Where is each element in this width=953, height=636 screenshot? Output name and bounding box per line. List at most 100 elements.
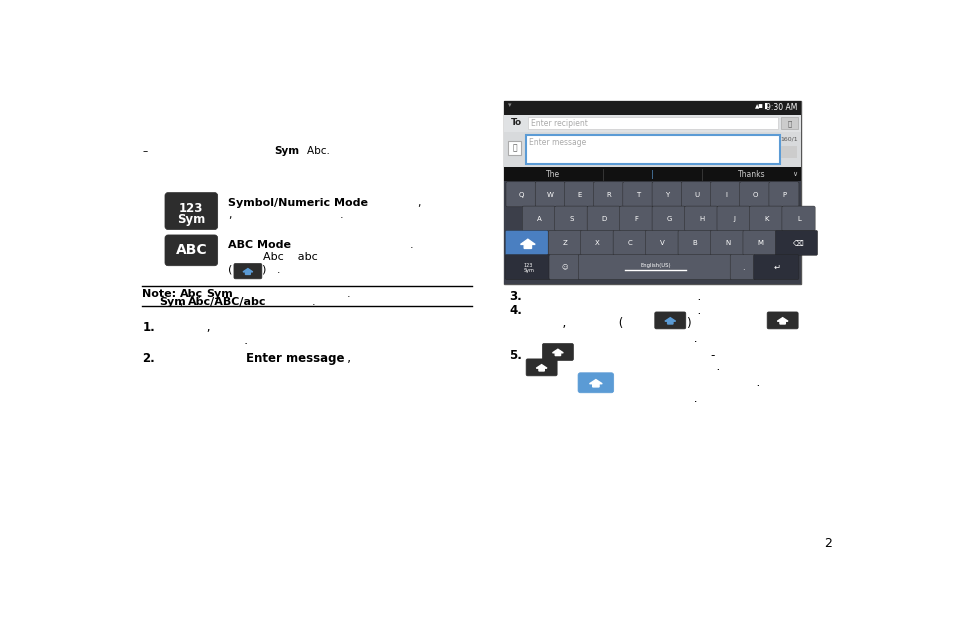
Bar bbox=[504, 101, 801, 115]
FancyBboxPatch shape bbox=[548, 254, 579, 280]
Text: A: A bbox=[537, 216, 541, 222]
Bar bbox=[781, 117, 798, 130]
Polygon shape bbox=[243, 268, 253, 274]
Text: To: To bbox=[510, 118, 521, 127]
Text: ABC Mode: ABC Mode bbox=[228, 240, 291, 249]
FancyBboxPatch shape bbox=[165, 235, 217, 266]
Text: 5.: 5. bbox=[509, 349, 521, 362]
Text: G: G bbox=[666, 216, 671, 222]
FancyBboxPatch shape bbox=[678, 230, 711, 255]
Text: Abc.: Abc. bbox=[294, 146, 330, 156]
Text: ,: , bbox=[179, 296, 183, 307]
Bar bbox=[504, 167, 801, 181]
Text: ,: , bbox=[158, 321, 211, 334]
FancyBboxPatch shape bbox=[781, 206, 814, 231]
Text: H: H bbox=[699, 216, 703, 222]
Text: K: K bbox=[763, 216, 768, 222]
Text: Thanks: Thanks bbox=[737, 170, 764, 179]
FancyBboxPatch shape bbox=[583, 375, 607, 390]
FancyBboxPatch shape bbox=[521, 206, 555, 231]
Text: 1.: 1. bbox=[142, 321, 155, 334]
FancyBboxPatch shape bbox=[775, 230, 817, 255]
FancyBboxPatch shape bbox=[680, 182, 711, 207]
FancyBboxPatch shape bbox=[505, 254, 550, 280]
Text: Sym: Sym bbox=[522, 268, 534, 273]
Text: -: - bbox=[575, 349, 715, 362]
FancyBboxPatch shape bbox=[772, 314, 792, 327]
Bar bbox=[504, 115, 801, 132]
FancyBboxPatch shape bbox=[652, 206, 684, 231]
FancyBboxPatch shape bbox=[593, 182, 623, 207]
Text: .: . bbox=[524, 332, 697, 345]
Text: .: . bbox=[741, 263, 744, 272]
Text: ▲◼▐: ▲◼▐ bbox=[754, 102, 767, 109]
FancyBboxPatch shape bbox=[238, 265, 257, 277]
Text: ): ) bbox=[685, 317, 690, 330]
Bar bbox=[525, 135, 780, 164]
Polygon shape bbox=[536, 364, 546, 371]
Text: Sym: Sym bbox=[177, 212, 205, 226]
FancyBboxPatch shape bbox=[578, 373, 613, 393]
Text: .: . bbox=[235, 211, 344, 220]
Text: V: V bbox=[659, 240, 664, 246]
Text: .: . bbox=[410, 240, 413, 249]
FancyBboxPatch shape bbox=[165, 193, 217, 230]
FancyBboxPatch shape bbox=[739, 182, 769, 207]
Text: N: N bbox=[724, 240, 729, 246]
Text: ⌫: ⌫ bbox=[791, 238, 801, 247]
Text: Enter message: Enter message bbox=[529, 138, 586, 147]
FancyBboxPatch shape bbox=[525, 359, 557, 376]
Text: X: X bbox=[595, 240, 599, 246]
FancyBboxPatch shape bbox=[535, 182, 564, 207]
Text: F: F bbox=[634, 216, 638, 222]
FancyBboxPatch shape bbox=[645, 230, 679, 255]
FancyBboxPatch shape bbox=[547, 345, 567, 359]
FancyBboxPatch shape bbox=[233, 263, 261, 279]
Text: R: R bbox=[606, 191, 611, 198]
Polygon shape bbox=[589, 380, 601, 387]
Bar bbox=[504, 101, 801, 284]
Text: Sym: Sym bbox=[274, 146, 299, 156]
Text: E: E bbox=[577, 191, 581, 198]
Text: T: T bbox=[636, 191, 639, 198]
FancyBboxPatch shape bbox=[742, 230, 776, 255]
Text: Sym: Sym bbox=[159, 296, 186, 307]
Text: .: . bbox=[613, 376, 760, 389]
Text: Sym: Sym bbox=[206, 289, 233, 299]
FancyBboxPatch shape bbox=[622, 182, 652, 207]
Bar bbox=[507, 141, 521, 155]
FancyBboxPatch shape bbox=[505, 230, 548, 255]
FancyBboxPatch shape bbox=[749, 206, 781, 231]
Text: English(US): English(US) bbox=[639, 263, 670, 268]
Bar bbox=[781, 146, 796, 158]
Text: Y: Y bbox=[664, 191, 669, 198]
Text: Q: Q bbox=[518, 191, 523, 198]
Text: P: P bbox=[781, 191, 785, 198]
FancyBboxPatch shape bbox=[652, 182, 681, 207]
Text: Symbol/Numeric Mode: Symbol/Numeric Mode bbox=[228, 198, 367, 208]
Text: ABC: ABC bbox=[175, 244, 207, 258]
Text: –: – bbox=[142, 146, 148, 156]
Text: 160/1: 160/1 bbox=[780, 136, 798, 141]
Text: ,: , bbox=[196, 289, 200, 299]
Text: 123: 123 bbox=[179, 202, 203, 215]
Text: ☺: ☺ bbox=[561, 265, 568, 270]
Text: The: The bbox=[546, 170, 559, 179]
Text: )   .: ) . bbox=[261, 265, 280, 275]
Text: ,: , bbox=[228, 211, 231, 220]
FancyBboxPatch shape bbox=[753, 254, 798, 280]
Text: Abc: Abc bbox=[179, 289, 203, 299]
FancyBboxPatch shape bbox=[613, 230, 646, 255]
FancyBboxPatch shape bbox=[580, 230, 613, 255]
Text: Enter message: Enter message bbox=[246, 352, 344, 365]
FancyBboxPatch shape bbox=[766, 312, 798, 329]
Text: ,              (: , ( bbox=[524, 317, 622, 330]
FancyBboxPatch shape bbox=[542, 343, 573, 361]
FancyBboxPatch shape bbox=[717, 206, 749, 231]
FancyBboxPatch shape bbox=[710, 182, 740, 207]
Text: 123: 123 bbox=[523, 263, 533, 268]
Text: W: W bbox=[547, 191, 554, 198]
Text: 4.: 4. bbox=[509, 304, 521, 317]
Text: I: I bbox=[724, 191, 726, 198]
Text: Abc    abc: Abc abc bbox=[228, 252, 317, 262]
